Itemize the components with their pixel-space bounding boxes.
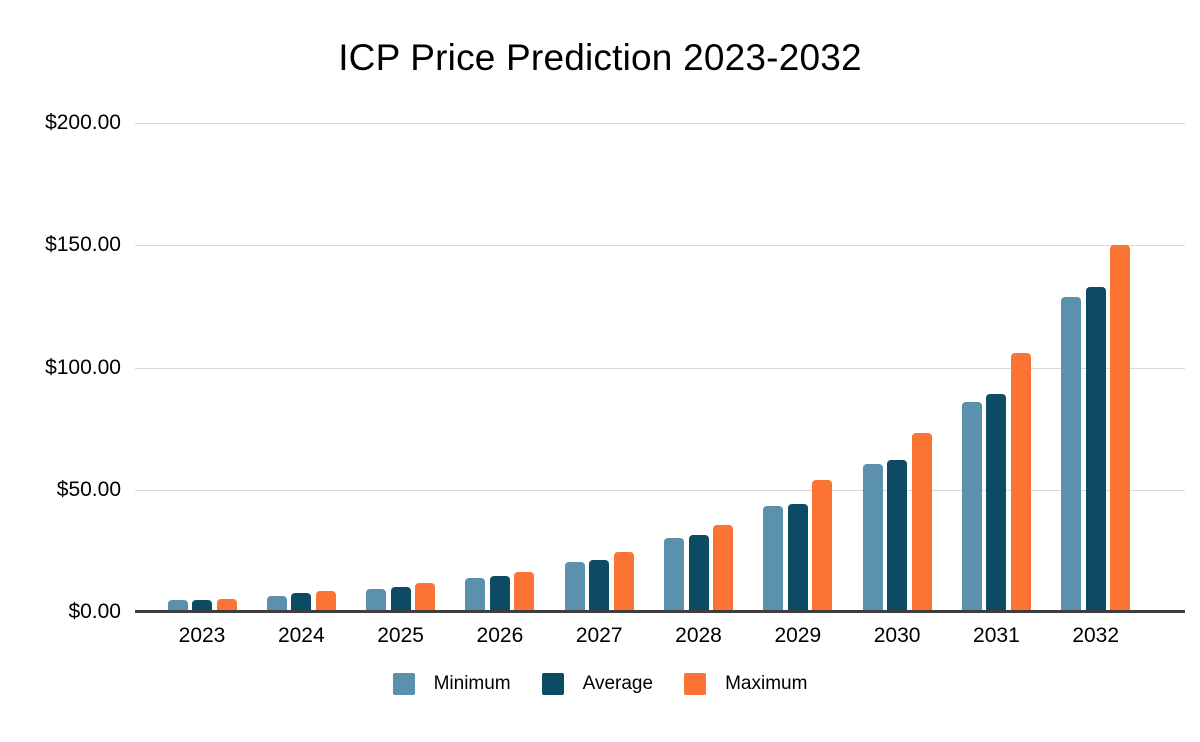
bar-minimum-2030: [862, 463, 883, 612]
bar-minimum-2023: [167, 600, 188, 612]
bar-maximum-2031: [1010, 353, 1031, 612]
bar-average-2024: [291, 593, 312, 612]
x-tick-label-2023: 2023: [178, 624, 226, 647]
bar-maximum-2024: [315, 591, 336, 612]
bar-average-2030: [887, 459, 908, 612]
bar-minimum-2032: [1061, 296, 1082, 612]
x-axis-line: [135, 610, 1185, 613]
x-tick-label-2030: 2030: [873, 624, 921, 647]
legend-item-maximum: Maximum: [684, 673, 807, 695]
bar-maximum-2025: [415, 583, 436, 612]
bar-average-2023: [192, 599, 212, 612]
bar-average-2028: [688, 534, 709, 612]
bar-minimum-2026: [465, 578, 486, 612]
bar-maximum-2028: [713, 524, 733, 612]
gridline-200: [135, 123, 1185, 124]
bar-minimum-2024: [266, 595, 287, 612]
y-tick-label-0: $0.00: [68, 600, 121, 623]
gridline-100: [135, 367, 1185, 369]
legend-label-minimum: Minimum: [433, 673, 511, 694]
x-tick-label-2027: 2027: [575, 624, 623, 647]
legend-item-average: Average: [541, 673, 654, 695]
legend: Minimum Average Maximum: [0, 673, 1200, 695]
bar-minimum-2027: [564, 561, 585, 612]
bar-average-2032: [1085, 286, 1106, 612]
bar-minimum-2025: [366, 589, 387, 612]
bar-minimum-2029: [763, 506, 784, 612]
legend-item-minimum: Minimum: [392, 673, 511, 695]
x-tick-label-2026: 2026: [476, 624, 524, 647]
legend-swatch-maximum-icon: [684, 673, 707, 695]
bar-maximum-2027: [613, 551, 634, 612]
x-tick-label-2028: 2028: [675, 624, 722, 647]
bar-average-2031: [986, 393, 1007, 612]
y-tick-label-100: $100.00: [45, 355, 121, 379]
legend-swatch-minimum-icon: [392, 673, 415, 695]
bar-maximum-2029: [812, 480, 833, 612]
bar-maximum-2030: [911, 432, 932, 612]
bar-minimum-2028: [664, 538, 684, 612]
gridline-50: [135, 489, 1185, 491]
legend-swatch-average-icon: [541, 673, 564, 695]
legend-label-average: Average: [582, 673, 654, 694]
x-tick-label-2024: 2024: [277, 624, 325, 647]
legend-label-maximum: Maximum: [725, 673, 808, 694]
y-tick-label-150: $150.00: [45, 233, 121, 257]
bar-average-2029: [787, 504, 808, 612]
y-tick-label-50: $50.00: [56, 477, 121, 501]
bar-minimum-2031: [961, 402, 982, 612]
x-tick-label-2025: 2025: [377, 624, 424, 647]
gridline-150: [135, 245, 1185, 247]
bar-average-2026: [489, 575, 510, 612]
chart-title: ICP Price Prediction 2023-2032: [338, 37, 862, 78]
x-tick-label-2029: 2029: [774, 624, 822, 647]
bar-average-2025: [390, 586, 411, 612]
x-tick-label-2031: 2031: [973, 624, 1020, 647]
bar-maximum-2023: [216, 599, 237, 612]
bar-maximum-2026: [514, 572, 535, 612]
plot-area: [135, 123, 1185, 613]
y-tick-label-200: $200.00: [45, 111, 121, 134]
bar-average-2027: [589, 559, 610, 612]
x-tick-label-2032: 2032: [1072, 624, 1120, 647]
bar-maximum-2032: [1110, 245, 1131, 612]
